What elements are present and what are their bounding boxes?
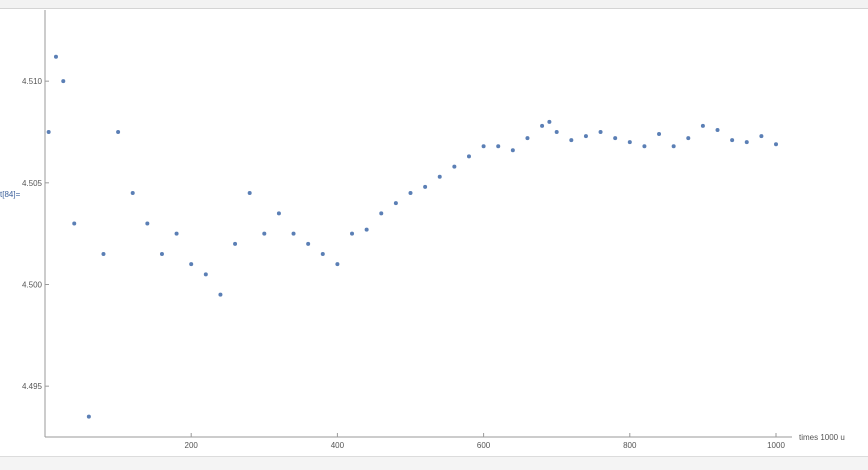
- data-point: [174, 231, 179, 236]
- data-point: [481, 144, 486, 149]
- data-point: [101, 252, 106, 256]
- data-point: [247, 191, 252, 195]
- data-point: [291, 231, 296, 236]
- data-point: [730, 138, 735, 143]
- axis-ticks: 200 400 600 800 1000 4.495 4.500 4.505 4.510: [22, 77, 785, 450]
- data-point: [408, 191, 413, 195]
- data-point: [554, 130, 559, 134]
- data-point: [364, 227, 369, 232]
- data-point: [627, 140, 632, 145]
- data-point: [53, 54, 58, 59]
- data-point: [262, 231, 267, 236]
- x-tick-label: 400: [331, 441, 345, 450]
- data-point: [496, 144, 501, 149]
- data-point: [218, 292, 223, 297]
- data-point: [276, 211, 281, 216]
- data-point: [233, 241, 238, 246]
- data-point: [320, 252, 325, 256]
- data-point: [715, 127, 720, 132]
- data-point: [583, 134, 588, 139]
- notebook-bottom-bar: [0, 456, 868, 470]
- data-point: [547, 119, 552, 124]
- data-point: [350, 231, 355, 236]
- data-point: [46, 130, 51, 134]
- data-point: [203, 272, 208, 277]
- data-point: [613, 136, 618, 141]
- data-point: [657, 132, 662, 137]
- plot-axes: [44, 10, 792, 438]
- data-point: [525, 136, 530, 141]
- data-point: [466, 154, 471, 159]
- data-point: [744, 140, 749, 145]
- y-tick-label: 4.500: [22, 281, 43, 290]
- data-point: [759, 134, 764, 139]
- data-point: [774, 142, 778, 147]
- data-point: [61, 79, 66, 84]
- data-point: [86, 414, 91, 419]
- y-tick-label: 4.510: [22, 77, 43, 86]
- data-point: [423, 184, 428, 189]
- data-point: [540, 123, 545, 128]
- data-point: [130, 191, 135, 195]
- data-point: [306, 241, 311, 246]
- data-point: [452, 164, 457, 169]
- data-point: [642, 144, 647, 149]
- data-point: [159, 252, 164, 256]
- data-point: [145, 221, 150, 226]
- data-points: [46, 54, 778, 419]
- x-tick-label: 1000: [767, 441, 785, 450]
- notebook-top-bar: [0, 0, 868, 9]
- data-point: [335, 262, 340, 267]
- data-point: [379, 211, 384, 216]
- data-point: [686, 136, 691, 141]
- data-point: [598, 130, 603, 134]
- data-point: [437, 174, 442, 179]
- data-point: [116, 130, 121, 134]
- x-tick-label: 200: [185, 441, 199, 450]
- x-tick-label: 600: [477, 441, 491, 450]
- data-point: [569, 138, 574, 143]
- x-tick-label: 800: [623, 441, 637, 450]
- data-point: [510, 148, 515, 153]
- scatter-plot[interactable]: 200 400 600 800 1000 4.495 4.500 4.505 4.510 tim…: [0, 0, 868, 456]
- data-point: [72, 221, 77, 226]
- x-axis-label: times 1000 u: [799, 433, 845, 442]
- y-tick-label: 4.495: [22, 382, 43, 391]
- data-point: [189, 262, 194, 267]
- data-point: [700, 123, 705, 128]
- cell-output-label: t[84]=: [0, 190, 21, 199]
- data-point: [393, 201, 398, 206]
- y-tick-label: 4.505: [22, 179, 43, 188]
- data-point: [671, 144, 676, 149]
